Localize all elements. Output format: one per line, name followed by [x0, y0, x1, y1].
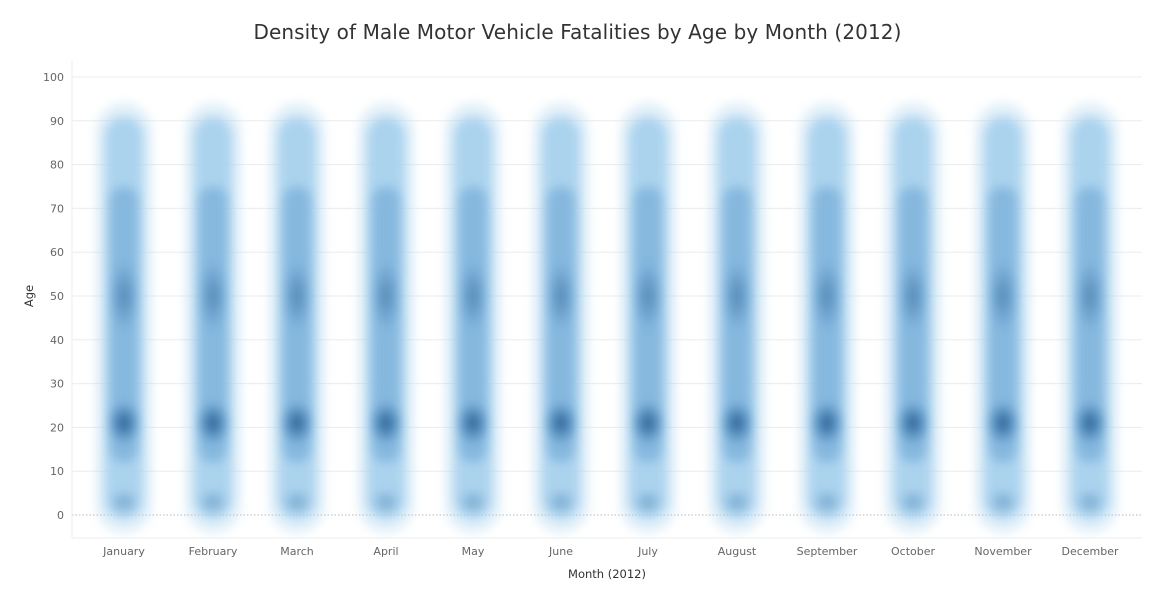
density-peak	[197, 258, 229, 334]
x-tick-label: April	[373, 545, 398, 558]
density-peak	[281, 487, 313, 516]
y-tick-label: 30	[50, 378, 64, 391]
density-peak	[455, 399, 491, 448]
density-strip-january	[96, 102, 152, 534]
density-peak	[281, 258, 313, 334]
y-tick-label: 100	[43, 71, 64, 84]
density-peak	[370, 487, 402, 516]
density-peak	[457, 258, 489, 334]
y-tick-label: 50	[50, 290, 64, 303]
x-tick-label: June	[548, 545, 573, 558]
density-peak	[811, 258, 843, 334]
x-tick-label: May	[462, 545, 485, 558]
density-peak	[897, 487, 929, 516]
x-tick-label: November	[974, 545, 1032, 558]
x-axis-label: Month (2012)	[568, 567, 646, 581]
density-peak	[987, 258, 1019, 334]
y-tick-label: 80	[50, 159, 64, 172]
y-axis-label: Age	[22, 285, 36, 307]
density-peak	[632, 487, 664, 516]
density-peak	[1074, 258, 1106, 334]
density-peak	[197, 487, 229, 516]
density-peak	[895, 399, 931, 448]
density-strip-april	[358, 102, 414, 534]
density-peak	[543, 399, 579, 448]
density-peak	[545, 487, 577, 516]
density-strips	[96, 102, 1118, 534]
density-peak	[721, 258, 753, 334]
y-tick-label: 90	[50, 115, 64, 128]
x-tick-label: August	[718, 545, 757, 558]
density-strip-july	[620, 102, 676, 534]
density-peak	[719, 399, 755, 448]
y-tick-label: 0	[57, 509, 64, 522]
density-strip-june	[533, 102, 589, 534]
x-tick-label: December	[1061, 545, 1119, 558]
density-strip-february	[185, 102, 241, 534]
density-peak	[985, 399, 1021, 448]
density-peak	[811, 487, 843, 516]
density-peak	[108, 258, 140, 334]
y-axis-ticks: 0 10 20 30 40 50 60 70 80 90 100	[43, 71, 64, 522]
density-peak	[897, 258, 929, 334]
density-peak	[106, 399, 142, 448]
density-strip-september	[799, 102, 855, 534]
density-peak	[987, 487, 1019, 516]
density-peak	[630, 399, 666, 448]
density-peak	[1074, 487, 1106, 516]
x-axis-ticks: January February March April May June July Augu…	[102, 545, 1119, 558]
x-tick-label: February	[189, 545, 238, 558]
x-tick-label: September	[797, 545, 858, 558]
density-strip-november	[975, 102, 1031, 534]
y-tick-label: 10	[50, 465, 64, 478]
density-strip-december	[1062, 102, 1118, 534]
density-strip-october	[885, 102, 941, 534]
density-peak	[721, 487, 753, 516]
chart-title: Density of Male Motor Vehicle Fatalities…	[253, 20, 902, 44]
density-strip-may	[445, 102, 501, 534]
x-tick-label: March	[280, 545, 314, 558]
density-strip-march	[269, 102, 325, 534]
density-peak	[457, 487, 489, 516]
density-strip-august	[709, 102, 765, 534]
density-peak	[632, 258, 664, 334]
density-peak	[279, 399, 315, 448]
x-tick-label: July	[637, 545, 658, 558]
grid-lines	[71, 60, 1142, 539]
density-peak	[368, 399, 404, 448]
y-tick-label: 60	[50, 246, 64, 259]
x-tick-label: October	[891, 545, 935, 558]
density-peak	[370, 258, 402, 334]
y-tick-label: 40	[50, 334, 64, 347]
density-peak	[108, 487, 140, 516]
density-peak	[809, 399, 845, 448]
y-tick-label: 70	[50, 202, 64, 215]
y-tick-label: 20	[50, 421, 64, 434]
density-peak	[1072, 399, 1108, 448]
x-tick-label: January	[102, 545, 145, 558]
density-peak	[545, 258, 577, 334]
density-peak	[195, 399, 231, 448]
